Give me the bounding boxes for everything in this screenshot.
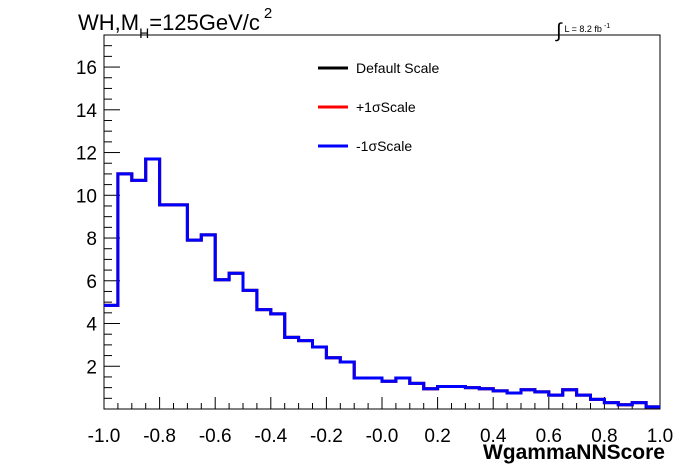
- y-tick-label: 10: [76, 186, 97, 207]
- title-subscript: H: [139, 25, 149, 41]
- legend-label: +1σScale: [356, 99, 416, 115]
- luminosity-label: ∫ L = 8.2 fb -1: [555, 20, 610, 42]
- x-axis-ticks: [103, 397, 661, 409]
- y-tick-label: 4: [86, 315, 97, 336]
- title-main: WH,M: [78, 10, 139, 35]
- x-tick-label: -0.0: [366, 426, 399, 447]
- series-line-2: [104, 157, 660, 409]
- title-rest: =125GeV/c: [149, 10, 260, 35]
- integral-symbol: ∫: [555, 20, 563, 42]
- chart-title: WH,MH=125GeV/c 2: [78, 5, 272, 41]
- x-tick-label: -0.4: [254, 426, 287, 447]
- legend-label: Default Scale: [356, 60, 439, 76]
- y-tick-label: 6: [86, 272, 97, 293]
- y-axis-tick-labels: 2 4 6 8 10 12 14 16: [76, 58, 98, 378]
- x-tick-label: 0.8: [591, 426, 617, 447]
- legend: Default Scale +1σScale -1σScale: [318, 60, 439, 154]
- y-tick-label: 16: [76, 58, 97, 79]
- y-axis-ticks: [104, 45, 120, 399]
- x-axis-label: WgammaNNScore: [483, 441, 665, 464]
- x-tick-label: 1.0: [647, 426, 673, 447]
- x-tick-label: -0.6: [199, 426, 232, 447]
- x-axis-tick-labels: -1.0 -0.8 -0.6 -0.4 -0.2 -0.0 0.2 0.4 0.6 0.8 1.0: [88, 426, 674, 447]
- y-tick-label: 2: [86, 357, 97, 378]
- x-tick-label: 0.6: [536, 426, 562, 447]
- y-tick-label: 14: [76, 101, 98, 122]
- x-tick-label: -0.2: [310, 426, 343, 447]
- x-tick-label: -1.0: [88, 426, 121, 447]
- x-tick-label: 0.4: [480, 426, 507, 447]
- y-tick-label: 8: [86, 229, 97, 250]
- legend-label: -1σScale: [356, 138, 412, 154]
- luminosity-superscript: -1: [604, 23, 610, 30]
- y-tick-label: 12: [76, 144, 97, 165]
- x-tick-label: 0.2: [424, 426, 450, 447]
- histogram-series: [104, 157, 660, 409]
- title-superscript: 2: [264, 5, 272, 22]
- x-tick-label: -0.8: [143, 426, 176, 447]
- luminosity-text: L = 8.2 fb: [564, 24, 601, 34]
